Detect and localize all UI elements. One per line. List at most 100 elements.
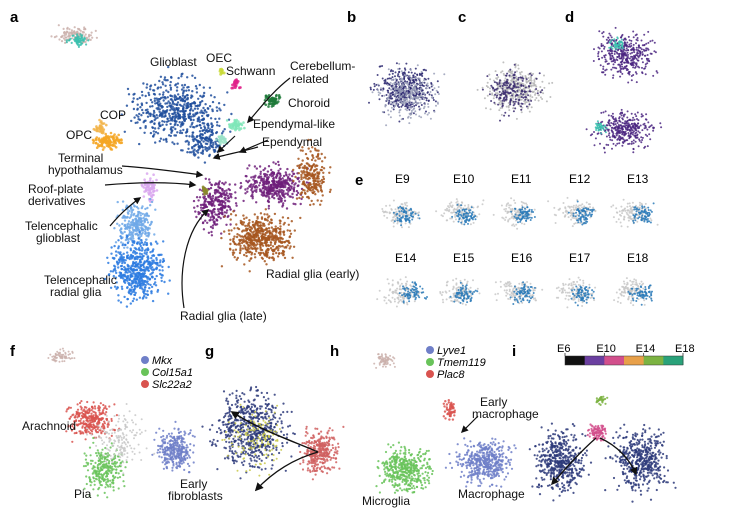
panel-c: c bbox=[458, 9, 554, 122]
age-label-E16: E16 bbox=[511, 251, 533, 265]
f-fibroblast-points bbox=[151, 420, 196, 474]
age-umap-hl-E11 bbox=[510, 206, 536, 224]
label-tel-radial: Telencephalic radial glia bbox=[44, 273, 120, 299]
inset-highlight bbox=[65, 33, 90, 49]
f-inset-points bbox=[47, 347, 76, 363]
cluster-ependymal-like bbox=[215, 134, 228, 146]
cluster-opc bbox=[91, 131, 124, 151]
panel-letter-i: i bbox=[512, 343, 516, 360]
panel-letter-f: f bbox=[10, 343, 16, 360]
panel-e: e E9 E10 E11 E12 E13 E14 E15 E16 E17 E18 bbox=[355, 172, 659, 309]
panel-h-inset bbox=[373, 353, 396, 369]
label-early-fibroblasts: Early fibroblasts bbox=[168, 477, 223, 503]
legend-label-mkx: Mkx bbox=[152, 355, 173, 367]
label-glioblast: Glioblast bbox=[150, 55, 197, 69]
i-top-points bbox=[595, 395, 609, 406]
d-bottom-highlight bbox=[594, 120, 608, 135]
label-radial-early: Radial glia (early) bbox=[266, 267, 359, 281]
g-red-points bbox=[299, 425, 345, 481]
colorbar-tick-label-E14: E14 bbox=[636, 343, 656, 355]
panel-letter-e: e bbox=[355, 172, 363, 189]
colorbar-segment bbox=[624, 356, 645, 365]
label-cop: COP bbox=[100, 108, 126, 122]
colorbar-tick-label-E10: E10 bbox=[596, 343, 616, 355]
b-points-light bbox=[371, 62, 446, 127]
age-umap-hl-E12 bbox=[567, 200, 595, 226]
age-umap-bg-E17 bbox=[555, 276, 597, 309]
label-choroid: Choroid bbox=[288, 96, 330, 110]
i-left-points bbox=[528, 422, 593, 502]
panel-g: g bbox=[201, 343, 345, 492]
f-pia-points bbox=[82, 436, 128, 499]
age-umap-bg-E12 bbox=[547, 196, 597, 228]
h-microglia-points bbox=[375, 441, 434, 494]
label-tel-glioblast: Telencephalic glioblast bbox=[25, 219, 101, 245]
colorbar-segment bbox=[643, 356, 664, 365]
panel-f-inset bbox=[47, 347, 76, 363]
age-umap-hl-E10 bbox=[451, 203, 477, 226]
i-center-points bbox=[586, 423, 607, 442]
h-inset-points bbox=[373, 353, 396, 369]
legend-label-lyve1: Lyve1 bbox=[437, 345, 466, 357]
panel-a: a Glioblast OEC Schwann Cerebellum- rela… bbox=[10, 9, 359, 323]
panel-b-umap bbox=[368, 62, 446, 127]
age-label-E18: E18 bbox=[627, 251, 649, 265]
label-ependymal: Ependymal bbox=[262, 135, 322, 149]
panel-h-arrow bbox=[460, 415, 479, 434]
panel-letter-a: a bbox=[10, 9, 19, 26]
age-label-E12: E12 bbox=[569, 172, 591, 186]
label-macrophage: Macrophage bbox=[458, 487, 525, 501]
age-umap-hl-E18 bbox=[627, 284, 653, 306]
cluster-radial-late-2 bbox=[192, 177, 238, 237]
age-umap-bg-E9 bbox=[381, 199, 420, 229]
colorbar-tick-label-E6: E6 bbox=[557, 343, 570, 355]
panel-d-umaps bbox=[585, 26, 663, 154]
f-grey-points bbox=[85, 403, 156, 475]
colorbar-segment bbox=[584, 356, 605, 365]
legend-label-tmem119: Tmem119 bbox=[437, 357, 486, 369]
age-label-E11: E11 bbox=[511, 172, 532, 186]
cluster-oec bbox=[218, 67, 226, 76]
c-points-dark bbox=[481, 63, 544, 122]
age-umap-bg-E13 bbox=[610, 198, 659, 228]
age-label-E17: E17 bbox=[569, 251, 591, 265]
label-oec: OEC bbox=[206, 51, 232, 65]
d-bottom-points bbox=[585, 108, 663, 154]
d-top-points bbox=[592, 26, 659, 84]
h-early-macrophage-points bbox=[442, 399, 456, 421]
panel-i-colorbar: E6 E10 E14 E18 bbox=[557, 343, 695, 366]
age-label-E10: E10 bbox=[453, 172, 475, 186]
panel-e-age-grid: E9 E10 E11 E12 E13 E14 E15 E16 E17 E18 bbox=[376, 172, 659, 309]
panel-g-arrows bbox=[230, 411, 319, 492]
age-label-E15: E15 bbox=[453, 251, 475, 265]
label-terminal-hypothalamus: Terminal hypothalamus bbox=[48, 151, 123, 177]
label-opc: OPC bbox=[66, 128, 92, 142]
cluster-tel-radial bbox=[103, 231, 171, 308]
cluster-radial-early bbox=[220, 208, 302, 273]
legend-dot-lyve1 bbox=[426, 346, 434, 354]
panel-i: i E6 E10 E14 E18 bbox=[512, 343, 695, 503]
legend-label-slc22a2: Slc22a2 bbox=[152, 379, 192, 391]
legend-label-plac8: Plac8 bbox=[437, 369, 465, 381]
age-umap-hl-E14 bbox=[398, 281, 428, 304]
cluster-cop bbox=[92, 118, 108, 135]
panel-letter-d: d bbox=[565, 9, 574, 26]
label-cerebellum: Cerebellum- related bbox=[290, 59, 359, 86]
panel-h-umap bbox=[375, 399, 517, 494]
label-microglia: Microglia bbox=[362, 494, 410, 508]
label-radial-late: Radial glia (late) bbox=[180, 309, 267, 323]
g-blue-points bbox=[201, 385, 301, 480]
legend-dot-col15a1 bbox=[141, 368, 149, 376]
age-umap-hl-E17 bbox=[570, 285, 595, 307]
cluster-tel-glioblast bbox=[113, 197, 157, 251]
legend-dot-plac8 bbox=[426, 370, 434, 378]
panel-letter-c: c bbox=[458, 9, 466, 26]
cluster-cerebellum bbox=[225, 118, 246, 132]
panel-letter-b: b bbox=[347, 9, 356, 26]
d-top-highlight bbox=[608, 36, 624, 51]
label-ependymal-like: Ependymal-like bbox=[253, 117, 335, 131]
legend-dot-mkx bbox=[141, 356, 149, 364]
